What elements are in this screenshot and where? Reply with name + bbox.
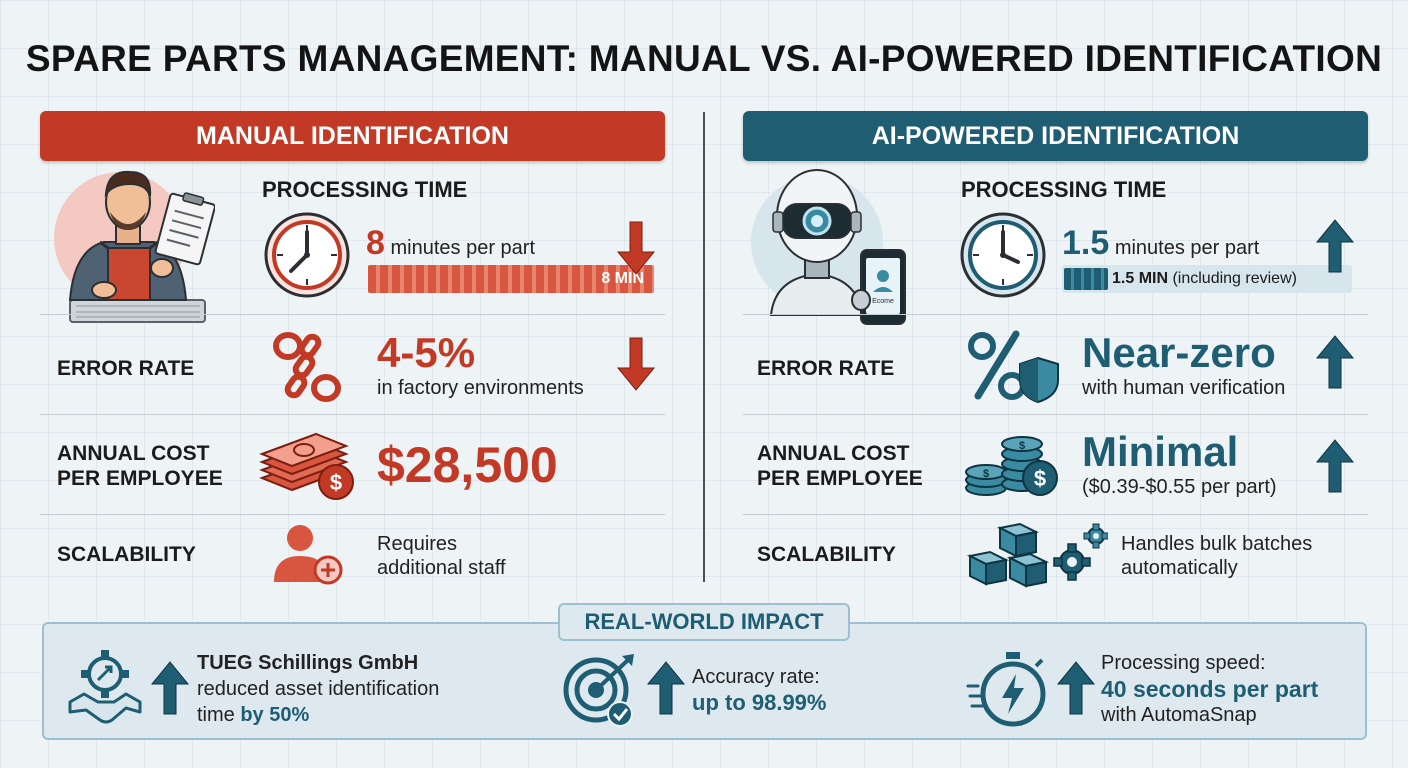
processing-time-label: PROCESSING TIME (262, 177, 468, 202)
page-title: SPARE PARTS MANAGEMENT: MANUAL VS. AI-PO… (25, 38, 1383, 79)
boxes-gear-icon (966, 522, 1108, 588)
arrow-up-icon (1315, 219, 1355, 273)
annual-cost-label-line2: PER EMPLOYEE (57, 467, 223, 490)
percent-chain-icon (273, 332, 341, 402)
divider (40, 314, 665, 315)
annual-cost-value: $28,500 (377, 437, 558, 493)
error-rate-value: Near-zero (1082, 329, 1276, 376)
annual-cost-label: ANNUAL COST PER EMPLOYEE (757, 441, 923, 491)
impact-company-prefix: time (197, 704, 241, 726)
impact-company-detail: reduced asset identification (197, 678, 440, 700)
coins-icon: $ $ $ (965, 436, 1058, 496)
add-person-icon (274, 525, 343, 585)
processing-time-bar-note: (including review) (1172, 270, 1297, 287)
processing-time-bar: 1.5 MIN (including review) (1062, 265, 1352, 293)
ai-banner: AI-POWERED IDENTIFICATION (743, 111, 1368, 161)
annual-cost-detail: ($0.39-$0.55 per part) (1082, 476, 1277, 498)
error-rate-detail: with human verification (1082, 377, 1286, 399)
processing-time-bar: 8 MIN (368, 265, 654, 293)
divider (743, 314, 1368, 315)
money-stack-icon: $ (259, 432, 354, 500)
processing-time-number: 8 (366, 224, 385, 262)
processing-time-number: 1.5 (1062, 224, 1110, 262)
impact-accuracy-label: Accuracy rate: (692, 666, 820, 688)
processing-time-value: 1.5 minutes per part (1062, 224, 1259, 263)
processing-time-label: PROCESSING TIME (961, 177, 1167, 202)
processing-time-bar-label: 1.5 MIN (1112, 270, 1169, 287)
stopwatch-bolt-icon (966, 652, 1046, 727)
percent-shield-icon (968, 330, 1059, 404)
impact-company-highlight: by 50% (240, 704, 310, 726)
svg-text:$: $ (983, 468, 989, 480)
manual-banner: MANUAL IDENTIFICATION (40, 111, 665, 161)
divider (743, 414, 1368, 415)
scalability-label: SCALABILITY (757, 543, 896, 566)
impact-speed-label: Processing speed: (1101, 652, 1266, 674)
annual-cost-value: Minimal (1082, 428, 1239, 475)
worker-with-clipboard-icon (54, 170, 215, 323)
processing-time-unit: minutes per part (390, 237, 535, 259)
impact-accuracy-value: up to 98.99% (692, 690, 827, 715)
scalability-detail: Requires additional staff (377, 532, 506, 580)
divider (743, 514, 1368, 515)
arrow-up-icon (1056, 661, 1096, 715)
scalability-line2: automatically (1121, 557, 1238, 579)
arrow-up-icon (150, 661, 190, 715)
scalability-line1: Requires (377, 533, 458, 555)
processing-time-bar-fill (1064, 268, 1108, 290)
impact-item-speed: Processing speed: 40 seconds per part wi… (1101, 650, 1318, 728)
scalability-detail: Handles bulk batches automatically (1121, 532, 1312, 580)
svg-text:$: $ (1034, 466, 1046, 491)
processing-time-unit: minutes per part (1114, 237, 1260, 259)
handshake-gear-icon (68, 650, 142, 724)
impact-speed-detail: with AutomaSnap (1101, 704, 1257, 726)
impact-item-accuracy: Accuracy rate: up to 98.99% (692, 664, 826, 716)
clock-icon (960, 212, 1046, 298)
error-rate-value: 4-5% (377, 329, 476, 376)
processing-time-value: 8 minutes per part (366, 224, 535, 263)
scalability-line2: additional staff (377, 557, 506, 579)
annual-cost-label-line2: PER EMPLOYEE (757, 467, 923, 490)
clock-icon (264, 212, 350, 298)
column-divider (703, 112, 705, 582)
svg-text:$: $ (1019, 440, 1025, 452)
divider (40, 414, 665, 415)
arrow-down-icon (616, 221, 656, 275)
scalability-label: SCALABILITY (57, 543, 196, 566)
error-rate-label: ERROR RATE (57, 357, 195, 380)
arrow-up-icon (1315, 335, 1355, 389)
arrow-up-icon (1315, 439, 1355, 493)
phone-screen-text: Ecome (872, 298, 894, 305)
divider (40, 514, 665, 515)
annual-cost-label-line1: ANNUAL COST (57, 442, 210, 465)
svg-text:$: $ (330, 470, 342, 495)
impact-item-company: TUEG Schillings GmbH reduced asset ident… (197, 650, 439, 728)
impact-speed-value: 40 seconds per part (1101, 676, 1319, 702)
target-check-icon (563, 654, 634, 727)
annual-cost-label-line1: ANNUAL COST (757, 442, 910, 465)
robot-with-phone-icon: Ecome (751, 169, 906, 325)
annual-cost-label: ANNUAL COST PER EMPLOYEE (57, 441, 223, 491)
error-rate-label: ERROR RATE (757, 357, 895, 380)
scalability-line1: Handles bulk batches (1121, 533, 1313, 555)
error-rate-detail: in factory environments (377, 377, 584, 399)
impact-title: REAL-WORLD IMPACT (558, 603, 850, 641)
arrow-up-icon (646, 661, 686, 715)
impact-company-name: TUEG Schillings GmbH (197, 652, 419, 674)
arrow-down-icon (616, 337, 656, 391)
